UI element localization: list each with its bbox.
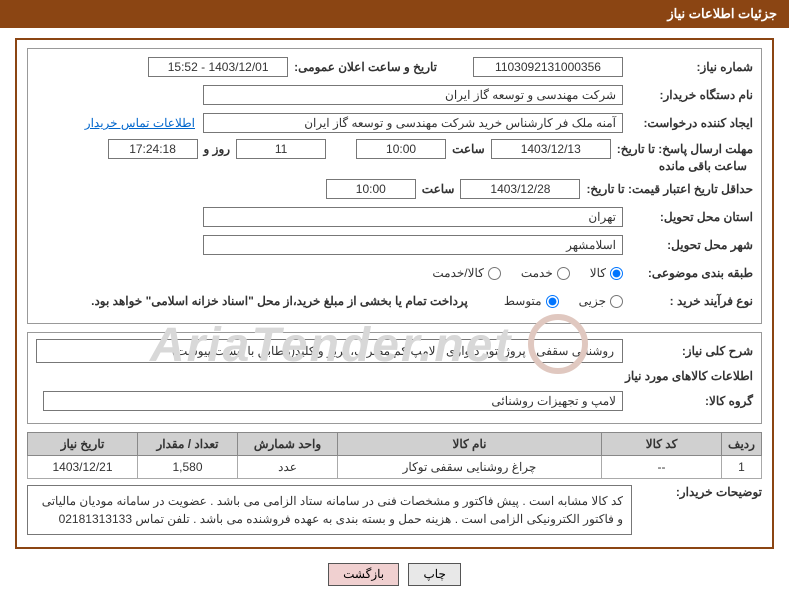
deliver-city: اسلامشهر xyxy=(203,235,623,255)
buyer-contact-link[interactable]: اطلاعات تماس خریدار xyxy=(85,116,195,130)
col-code: کد کالا xyxy=(602,433,722,456)
price-valid-date: 1403/12/28 xyxy=(460,179,580,199)
days-label: روز و xyxy=(198,142,237,156)
goods-group-label: گروه کالا: xyxy=(623,394,753,408)
panel-title: جزئیات اطلاعات نیاز xyxy=(667,6,777,21)
cell-row: 1 xyxy=(722,456,762,479)
time-label-1: ساعت xyxy=(446,142,491,156)
buyer-org-label: نام دستگاه خریدار: xyxy=(623,88,753,102)
buyer-org-value: شرکت مهندسی و توسعه گاز ایران xyxy=(203,85,623,105)
radio-medium[interactable]: متوسط xyxy=(504,294,559,308)
purchase-note: پرداخت تمام یا بخشی از مبلغ خرید،از محل … xyxy=(91,294,468,308)
radio-partial[interactable]: جزیی xyxy=(579,294,623,308)
need-no-label: شماره نیاز: xyxy=(623,60,753,74)
radio-kala[interactable]: کالا xyxy=(590,266,623,280)
goods-table: ردیف کد کالا نام کالا واحد شمارش تعداد /… xyxy=(27,432,762,479)
buyer-notes-text: کد کالا مشابه است . پیش فاکتور و مشخصات … xyxy=(27,485,632,535)
main-panel: شماره نیاز: 1103092131000356 تاریخ و ساع… xyxy=(15,38,774,549)
cell-date: 1403/12/21 xyxy=(28,456,138,479)
cell-qty: 1,580 xyxy=(138,456,238,479)
reply-deadline-label: مهلت ارسال پاسخ: تا تاریخ: xyxy=(611,142,753,156)
remain-label: ساعت باقی مانده xyxy=(653,159,753,173)
reply-date: 1403/12/13 xyxy=(491,139,611,159)
need-no-value: 1103092131000356 xyxy=(473,57,623,77)
price-valid-label: حداقل تاریخ اعتبار قیمت: تا تاریخ: xyxy=(580,182,753,196)
goods-group-value: لامپ و تجهیزات روشنائی xyxy=(43,391,623,411)
col-row: ردیف xyxy=(722,433,762,456)
print-button[interactable]: چاپ xyxy=(408,563,460,586)
announce-label: تاریخ و ساعت اعلان عمومی: xyxy=(288,60,443,74)
deliver-city-label: شهر محل تحویل: xyxy=(623,238,753,252)
reply-time: 10:00 xyxy=(356,139,446,159)
countdown: 17:24:18 xyxy=(108,139,198,159)
cell-code: -- xyxy=(602,456,722,479)
purchase-type-label: نوع فرآیند خرید : xyxy=(623,294,753,308)
table-header-row: ردیف کد کالا نام کالا واحد شمارش تعداد /… xyxy=(28,433,762,456)
requester-value: آمنه ملک فر کارشناس خرید شرکت مهندسی و ت… xyxy=(203,113,623,133)
buyer-notes-label: توضیحات خریدار: xyxy=(632,485,762,499)
need-summary-section: شرح کلی نیاز: روشنایی سقفی ، پروژکتور دی… xyxy=(27,332,762,424)
need-summary-label: شرح کلی نیاز: xyxy=(623,344,753,358)
button-bar: چاپ بازگشت xyxy=(0,555,789,598)
col-name: نام کالا xyxy=(338,433,602,456)
goods-info-title: اطلاعات کالاهای مورد نیاز xyxy=(36,369,753,383)
requester-label: ایجاد کننده درخواست: xyxy=(623,116,753,130)
need-summary-text: روشنایی سقفی ، پروژکتور دیواری ، لامپ کم… xyxy=(36,339,623,363)
table-row: 1 -- چراغ روشنایی سقفی توکار عدد 1,580 1… xyxy=(28,456,762,479)
header-fields: شماره نیاز: 1103092131000356 تاریخ و ساع… xyxy=(27,48,762,324)
deliver-prov-label: استان محل تحویل: xyxy=(623,210,753,224)
col-unit: واحد شمارش xyxy=(238,433,338,456)
category-label: طبقه بندی موضوعی: xyxy=(623,266,753,280)
cell-unit: عدد xyxy=(238,456,338,479)
announce-value: 1403/12/01 - 15:52 xyxy=(148,57,288,77)
time-label-2: ساعت xyxy=(416,182,461,196)
price-valid-time: 10:00 xyxy=(326,179,416,199)
category-radios: کالا خدمت کالا/خدمت xyxy=(416,266,623,280)
col-qty: تعداد / مقدار xyxy=(138,433,238,456)
purchase-type-radios: جزیی متوسط xyxy=(488,294,623,308)
col-date: تاریخ نیاز xyxy=(28,433,138,456)
back-button[interactable]: بازگشت xyxy=(328,563,399,586)
panel-header: جزئیات اطلاعات نیاز xyxy=(0,0,789,28)
radio-both[interactable]: کالا/خدمت xyxy=(432,266,500,280)
radio-khadamat[interactable]: خدمت xyxy=(521,266,570,280)
deliver-prov: تهران xyxy=(203,207,623,227)
cell-name: چراغ روشنایی سقفی توکار xyxy=(338,456,602,479)
days-value: 11 xyxy=(236,139,326,159)
